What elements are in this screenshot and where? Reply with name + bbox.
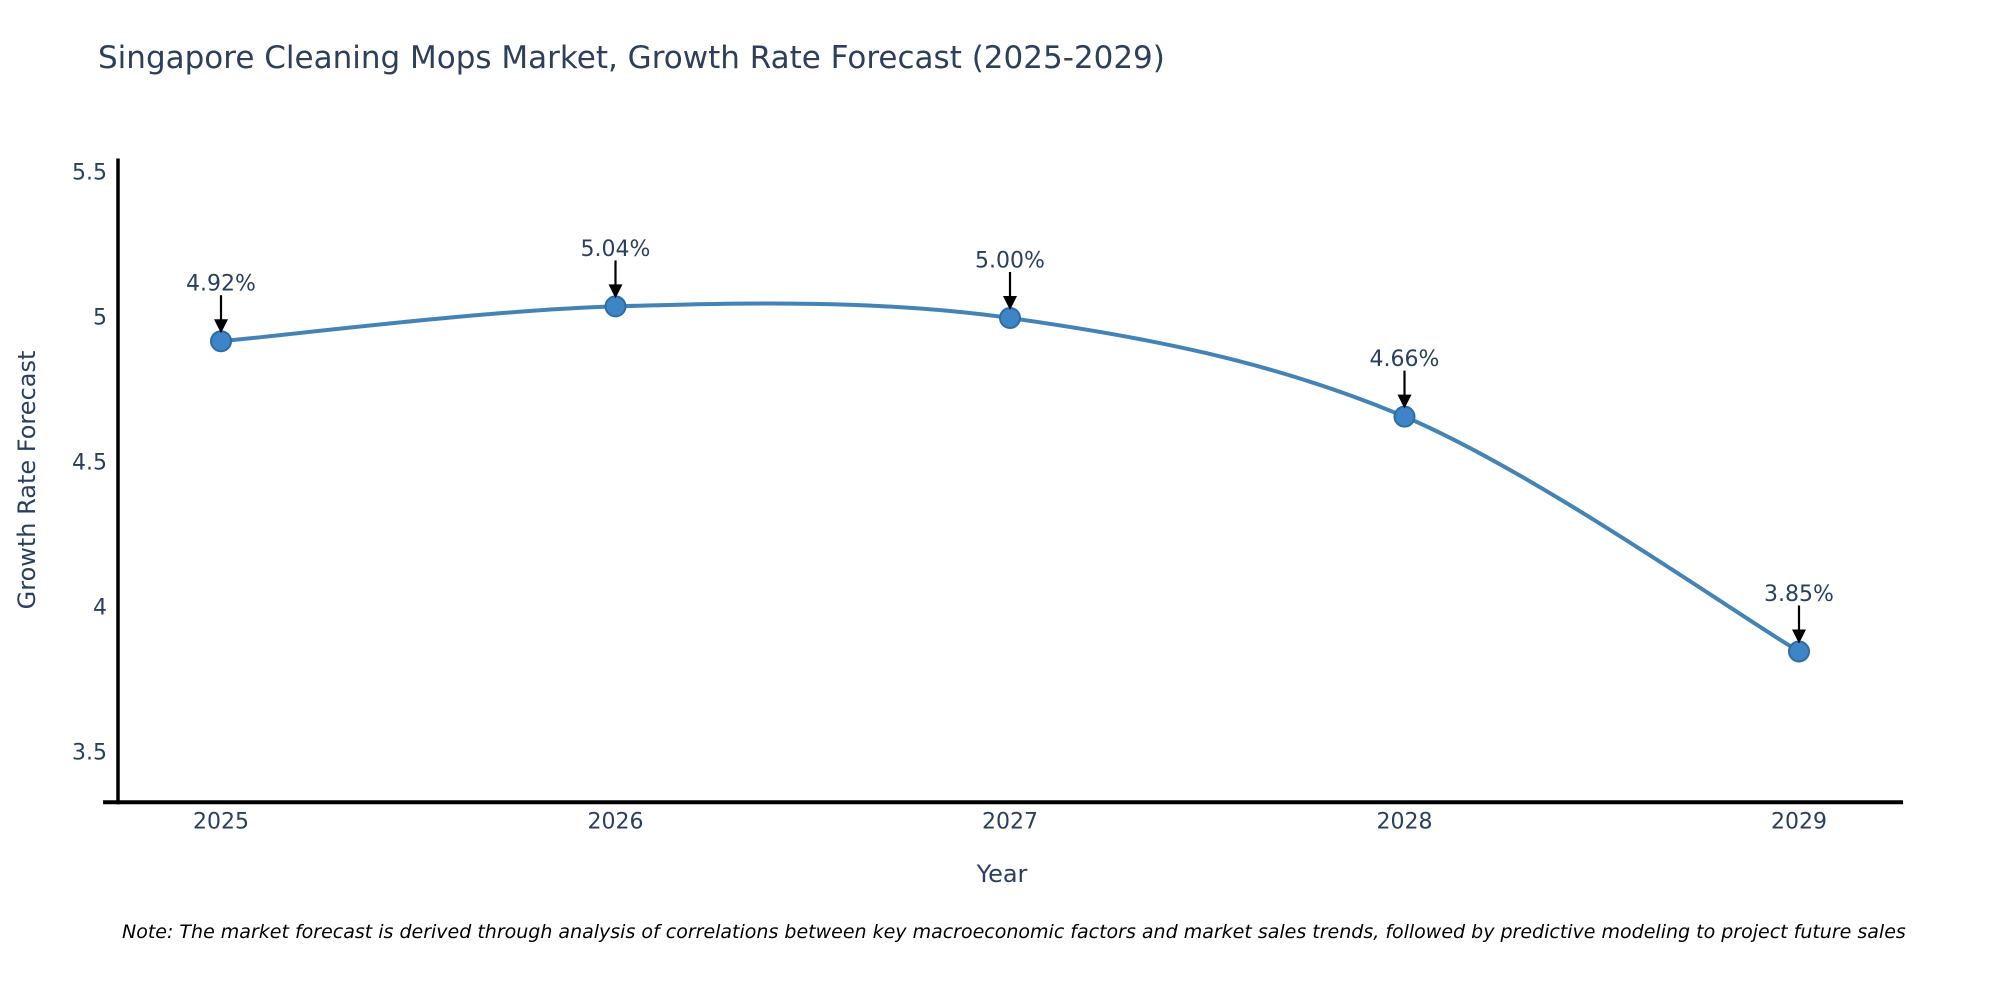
annotation-arrowhead xyxy=(1397,394,1412,409)
x-tick-label: 2026 xyxy=(588,810,644,835)
y-axis-label: Growth Rate Forecast xyxy=(13,351,41,610)
x-tick-label: 2029 xyxy=(1771,810,1827,835)
annotation-arrowhead xyxy=(1792,629,1806,644)
data-point-marker xyxy=(604,295,627,318)
y-tick-label: 5 xyxy=(93,306,107,331)
y-tick-label: 5.5 xyxy=(72,161,107,186)
data-point-marker xyxy=(1788,640,1810,663)
data-point-marker xyxy=(210,330,232,353)
x-tick-label: 2028 xyxy=(1377,810,1433,835)
annotation-arrowhead xyxy=(214,319,228,334)
annotation-arrowhead xyxy=(608,284,623,299)
y-tick-label: 3.5 xyxy=(72,741,107,766)
chart-title: Singapore Cleaning Mops Market, Growth R… xyxy=(98,40,1165,76)
y-tick-label: 4 xyxy=(93,596,107,621)
annotation-arrowhead xyxy=(1003,296,1017,310)
trend-line xyxy=(220,301,1801,654)
annotation-label: 4.66% xyxy=(1370,347,1440,372)
data-point-marker xyxy=(999,307,1021,329)
footnote: Note: The market forecast is derived thr… xyxy=(122,921,1906,943)
x-tick-label: 2025 xyxy=(193,810,249,835)
annotation-label: 5.00% xyxy=(975,249,1045,274)
x-tick-label: 2027 xyxy=(982,810,1038,835)
x-axis-label: Year xyxy=(976,860,1028,888)
annotation-label: 4.92% xyxy=(186,272,256,297)
annotation-label: 3.85% xyxy=(1764,582,1834,607)
y-tick-label: 4.5 xyxy=(72,451,107,476)
annotation-label: 5.04% xyxy=(581,237,651,262)
data-point-marker xyxy=(1393,405,1416,428)
